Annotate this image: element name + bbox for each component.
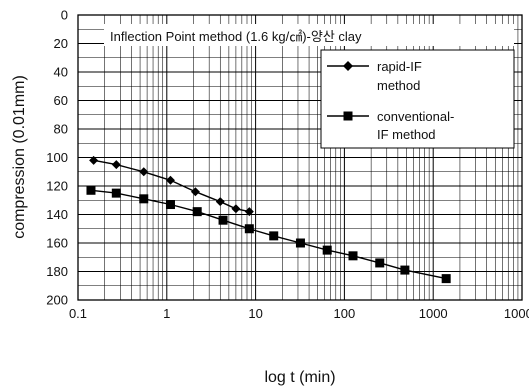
x-tick-label: 10000 [504,306,529,321]
title-background [104,24,514,46]
data-point-square [400,265,410,275]
legend-label-rapid-line1: rapid-IF [377,59,422,74]
chart-title: Inflection Point method (1.6 kg/㎠)-양산 cl… [110,29,362,44]
legend: rapid-IF method conventional- IF method [320,49,515,149]
x-axis-ticks: 0.1 1 10 100 1000 10000 [69,306,529,321]
data-point-diamond [89,155,99,165]
legend-marker-conventional [343,111,353,121]
data-point-square [86,185,96,195]
data-point-diamond [215,197,225,207]
y-tick-label: 140 [46,207,68,222]
data-point-square [139,194,149,204]
series-line [90,189,447,280]
y-axis-title: compression (0.01mm) [11,75,28,239]
y-tick-label: 200 [46,293,68,308]
legend-label-conventional-line2: IF method [377,127,436,142]
data-point-square [269,231,279,241]
data-point-square [244,224,254,234]
x-tick-label: 1000 [419,306,448,321]
data-point-square [295,238,305,248]
data-point-square [165,200,175,210]
x-tick-label: 10 [248,306,262,321]
data-point-diamond [139,167,149,177]
data-point-square [322,245,332,255]
legend-label-rapid-line2: method [377,78,420,93]
y-tick-label: 100 [46,150,68,165]
y-tick-label: 20 [54,36,68,51]
y-tick-label: 160 [46,236,68,251]
series-2 [86,185,451,284]
x-tick-label: 100 [334,306,356,321]
series-layer [86,155,451,284]
data-point-diamond [111,160,121,170]
y-axis-ticks: 0 20 40 60 80 100 120 140 160 180 200 [46,8,68,308]
data-point-diamond [231,204,241,214]
y-tick-label: 0 [61,8,68,23]
x-axis-title: log t (min) [264,369,335,386]
x-tick-label: 1 [163,306,170,321]
data-point-square [111,188,121,198]
y-tick-label: 80 [54,122,68,137]
data-point-diamond [165,175,175,185]
x-tick-label: 0.1 [69,306,87,321]
legend-marker-rapid [343,61,353,71]
y-tick-label: 40 [54,65,68,80]
data-point-square [375,258,385,268]
plot-frame [77,14,523,301]
legend-label-conventional-line1: conventional- [377,109,454,124]
y-tick-label: 60 [54,93,68,108]
data-point-square [441,274,451,284]
data-point-square [348,251,358,261]
y-tick-label: 120 [46,179,68,194]
series-1 [89,155,254,217]
data-point-diamond [244,207,254,217]
data-point-square [192,207,202,217]
data-point-square [218,215,228,225]
y-tick-label: 180 [46,264,68,279]
data-point-diamond [190,187,200,197]
